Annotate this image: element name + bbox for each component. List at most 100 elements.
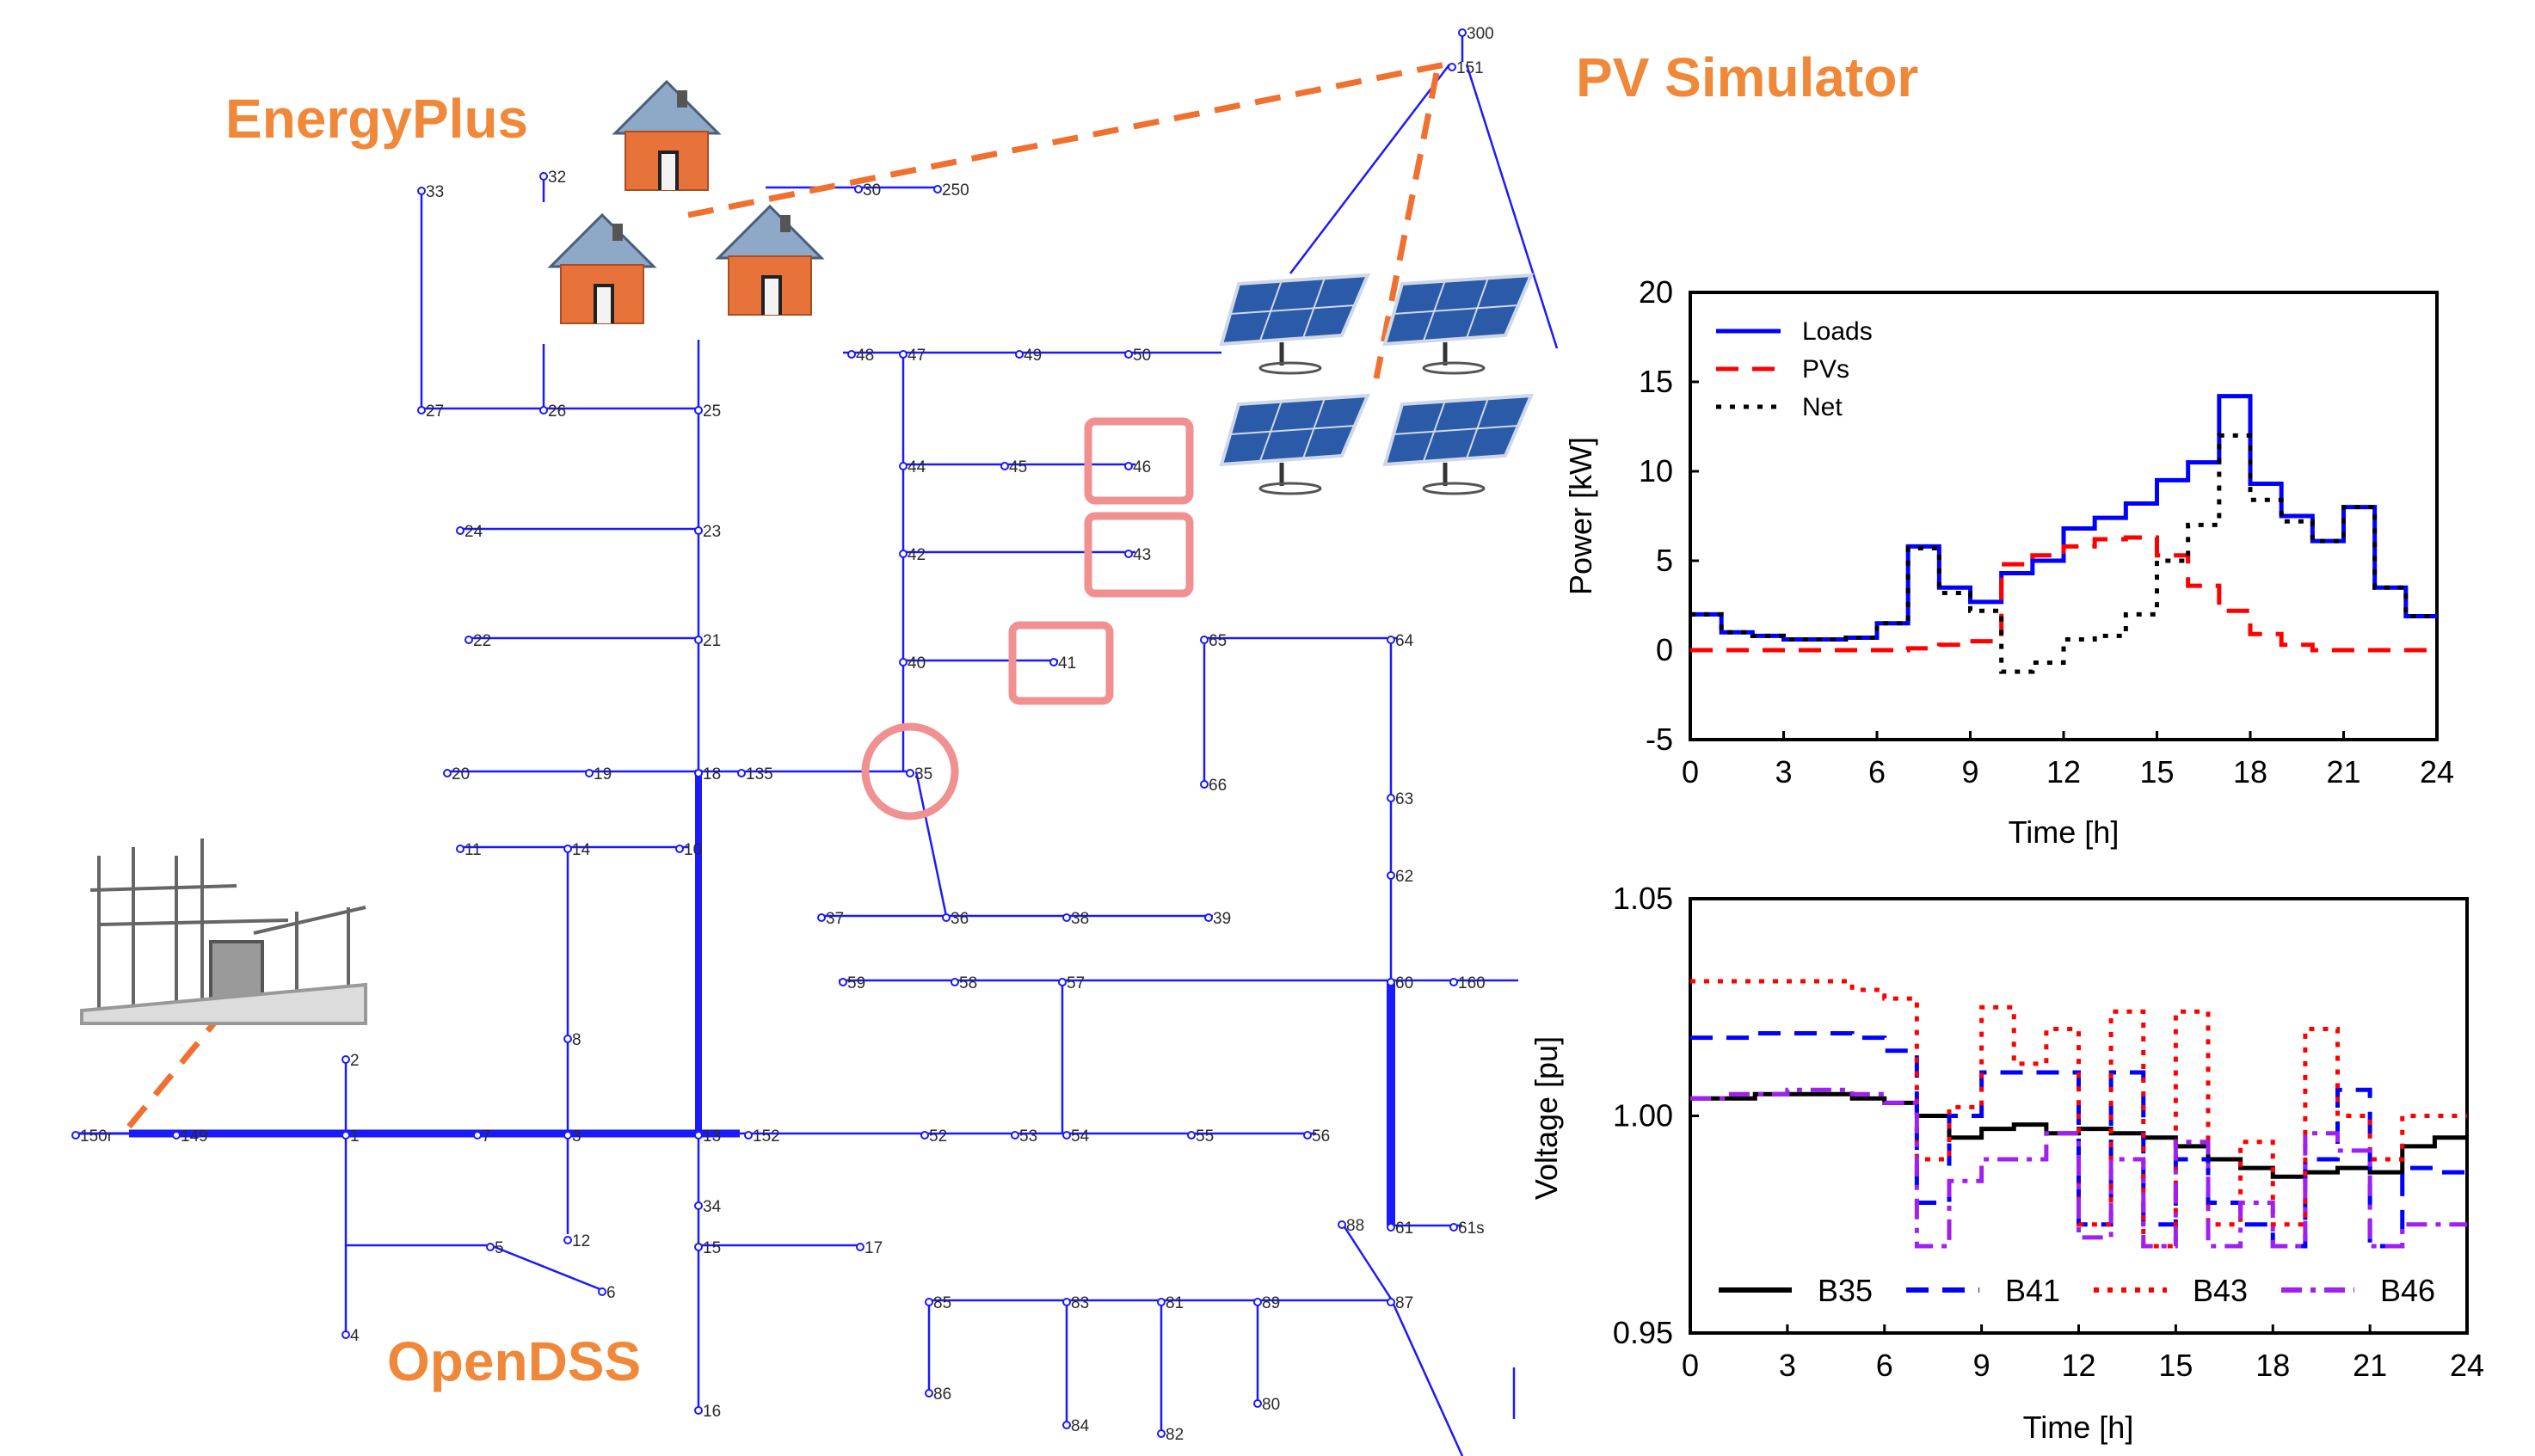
bus-node [694,1131,703,1140]
x-tick-label: 21 [2353,1348,2387,1383]
bus-label: 150r [80,1127,114,1146]
feeder-line [1465,64,1559,349]
bus-node [486,1243,495,1251]
highlight-bus-41 [1008,621,1114,705]
y-tick-label: 5 [1656,543,1673,578]
bus-label: 81 [1166,1294,1184,1312]
bus-label: 63 [1395,790,1413,808]
substation-link [126,1004,231,1129]
bus-highlights [861,417,1194,820]
bus-label: 32 [548,169,566,187]
y-tick-label: 1.00 [1613,1098,1673,1133]
bus-node [694,406,703,415]
bus-node [1338,1220,1346,1229]
bus-node [899,550,908,558]
bus-label: 6 [606,1284,616,1302]
bus-label: 88 [1346,1217,1364,1235]
bus-label: 84 [1071,1417,1090,1435]
bus-label: 61s [1458,1219,1485,1238]
bus-label: 4 [350,1327,360,1345]
bus-label: 151 [1456,59,1484,77]
bus-label: 33 [426,183,444,201]
highlight-bus-35 [861,722,959,820]
bus-label: 152 [753,1127,780,1146]
bus-label: 48 [856,347,874,365]
bus-label: 45 [1009,458,1027,476]
bus-node [1204,913,1213,922]
feeder-line [1289,64,1450,274]
x-tick-label: 3 [1775,754,1792,789]
bus-label: 39 [1213,910,1231,928]
bus-node [1303,1131,1312,1140]
bus-node [1049,658,1058,667]
bus-node [473,1131,482,1140]
bus-node [1062,913,1071,922]
bus-label: 25 [703,402,721,421]
bus-label: 83 [1071,1294,1089,1312]
house-icons [547,79,825,324]
bus-node [563,845,572,853]
legend-label: Loads [1802,317,1873,346]
bus-node [942,913,951,922]
power-axes: 0 3 6 9 12 15 18 21 24 -5 0 5 10 15 20 [1639,274,2454,789]
bus-label: 54 [1071,1127,1090,1146]
legend-label: B41 [2005,1273,2060,1308]
bus-node [694,1201,703,1210]
x-tick-label: 6 [1876,1348,1893,1383]
bus-label: 42 [908,546,926,564]
x-tick-label: 24 [2420,754,2454,789]
bus-label: 66 [1209,777,1227,795]
bus-label: 12 [572,1232,590,1250]
bus-label: 13 [703,1127,721,1146]
cosim-links [126,61,1446,1129]
bus-label: 87 [1395,1294,1413,1312]
bus-node [456,845,465,853]
y-tick-label: 0.95 [1613,1315,1673,1350]
x-tick-label: 0 [1682,1348,1699,1383]
bus-node [920,1131,929,1140]
solar-panel-icon [1219,393,1371,495]
bus-label: 8 [572,1031,581,1049]
bus-label: 65 [1209,632,1227,650]
x-tick-label: 6 [1868,754,1886,789]
bus-node [1200,780,1209,789]
bus-label: 35 [914,765,932,783]
bus-node [1253,1298,1262,1306]
bus-label: 55 [1196,1127,1214,1146]
feeder-line [1340,1222,1393,1299]
feeder-line [1389,1298,1464,1456]
bus-node [925,1389,933,1398]
bus-label: 11 [465,841,482,859]
bus-node [1200,636,1209,644]
bus-node [1058,978,1067,986]
bus-node [585,769,594,777]
bus-node [1449,978,1458,986]
bus-label: 46 [1133,458,1151,476]
bus-label: 58 [959,974,977,992]
bus-node [1062,1421,1071,1429]
x-tick-label: 18 [2255,1348,2290,1383]
bus-node [1015,350,1024,359]
bus-label: 52 [929,1127,947,1146]
opendss-label: OpenDSS [387,1330,641,1392]
bus-node [933,185,942,194]
x-tick-label: 9 [1961,754,1978,789]
bus-label: 49 [1024,347,1042,365]
bus-label: 59 [847,974,865,992]
bus-label: 27 [426,402,444,421]
bus-node [1124,462,1133,470]
bus-label: 160 [1458,974,1486,992]
bus-node [899,462,908,470]
bus-label: 300 [1467,25,1494,43]
y-tick-label: 1.05 [1613,881,1673,916]
bus-node [563,1035,572,1043]
bus-node [694,1243,703,1251]
bus-label: 41 [1058,654,1076,673]
bus-label: 86 [933,1385,951,1404]
solar-panel-icon [1219,273,1371,375]
bus-label: 2 [350,1052,360,1070]
bus-label: 5 [495,1239,504,1257]
x-tick-label: 12 [2061,1348,2095,1383]
bus-node [744,1131,753,1140]
